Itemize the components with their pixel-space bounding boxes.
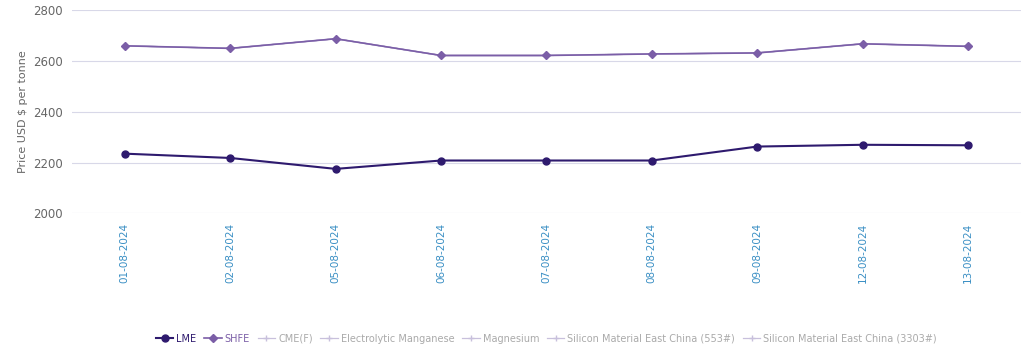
Silicon Material East China (3303#) — [435, 53, 447, 57]
Silicon Material East China (3303#) — [645, 52, 658, 56]
Line: CME(F): CME(F) — [122, 35, 971, 59]
Electrolytic Manganese — [119, 44, 131, 48]
Line: Silicon Material East China (3303#): Silicon Material East China (3303#) — [122, 35, 971, 59]
Line: LME: LME — [122, 141, 971, 172]
LME — [751, 144, 763, 149]
Magnesium — [435, 53, 447, 57]
Silicon Material East China (553#) — [435, 53, 447, 57]
Silicon Material East China (553#) — [857, 42, 869, 46]
LME — [330, 167, 342, 171]
Electrolytic Manganese — [540, 53, 553, 57]
Y-axis label: Price USD $ per tonne: Price USD $ per tonne — [18, 51, 28, 173]
Line: Silicon Material East China (553#): Silicon Material East China (553#) — [122, 35, 971, 59]
Silicon Material East China (3303#) — [962, 44, 974, 49]
Magnesium — [857, 42, 869, 46]
Silicon Material East China (3303#) — [224, 46, 236, 51]
SHFE — [751, 51, 763, 55]
Silicon Material East China (553#) — [540, 53, 553, 57]
Silicon Material East China (553#) — [119, 44, 131, 48]
CME(F) — [435, 53, 447, 57]
CME(F) — [330, 37, 342, 41]
Silicon Material East China (3303#) — [119, 44, 131, 48]
Silicon Material East China (553#) — [645, 52, 658, 56]
Magnesium — [751, 51, 763, 55]
Silicon Material East China (3303#) — [330, 37, 342, 41]
Silicon Material East China (553#) — [962, 44, 974, 49]
Electrolytic Manganese — [751, 51, 763, 55]
Electrolytic Manganese — [330, 37, 342, 41]
LME — [119, 152, 131, 156]
Magnesium — [119, 44, 131, 48]
Silicon Material East China (553#) — [330, 37, 342, 41]
Electrolytic Manganese — [962, 44, 974, 49]
Magnesium — [540, 53, 553, 57]
Silicon Material East China (3303#) — [751, 51, 763, 55]
Electrolytic Manganese — [645, 52, 658, 56]
SHFE — [962, 44, 974, 49]
Legend: LME, SHFE, CME(F), Electrolytic Manganese, Magnesium, Silicon Material East Chin: LME, SHFE, CME(F), Electrolytic Manganes… — [152, 330, 941, 344]
LME — [857, 143, 869, 147]
Magnesium — [330, 37, 342, 41]
CME(F) — [962, 44, 974, 49]
LME — [224, 156, 236, 160]
CME(F) — [540, 53, 553, 57]
CME(F) — [224, 46, 236, 51]
Magnesium — [645, 52, 658, 56]
Silicon Material East China (553#) — [224, 46, 236, 51]
LME — [962, 143, 974, 147]
Silicon Material East China (3303#) — [857, 42, 869, 46]
Line: Electrolytic Manganese: Electrolytic Manganese — [122, 35, 971, 59]
CME(F) — [645, 52, 658, 56]
SHFE — [435, 53, 447, 57]
SHFE — [330, 37, 342, 41]
Line: SHFE: SHFE — [122, 36, 971, 58]
CME(F) — [857, 42, 869, 46]
SHFE — [645, 52, 658, 56]
LME — [645, 159, 658, 163]
CME(F) — [119, 44, 131, 48]
Magnesium — [962, 44, 974, 49]
SHFE — [224, 46, 236, 51]
SHFE — [119, 44, 131, 48]
Electrolytic Manganese — [224, 46, 236, 51]
SHFE — [540, 53, 553, 57]
SHFE — [857, 42, 869, 46]
Line: Magnesium: Magnesium — [122, 35, 971, 59]
Electrolytic Manganese — [857, 42, 869, 46]
LME — [540, 159, 553, 163]
Electrolytic Manganese — [435, 53, 447, 57]
Magnesium — [224, 46, 236, 51]
CME(F) — [751, 51, 763, 55]
Silicon Material East China (553#) — [751, 51, 763, 55]
LME — [435, 159, 447, 163]
Silicon Material East China (3303#) — [540, 53, 553, 57]
